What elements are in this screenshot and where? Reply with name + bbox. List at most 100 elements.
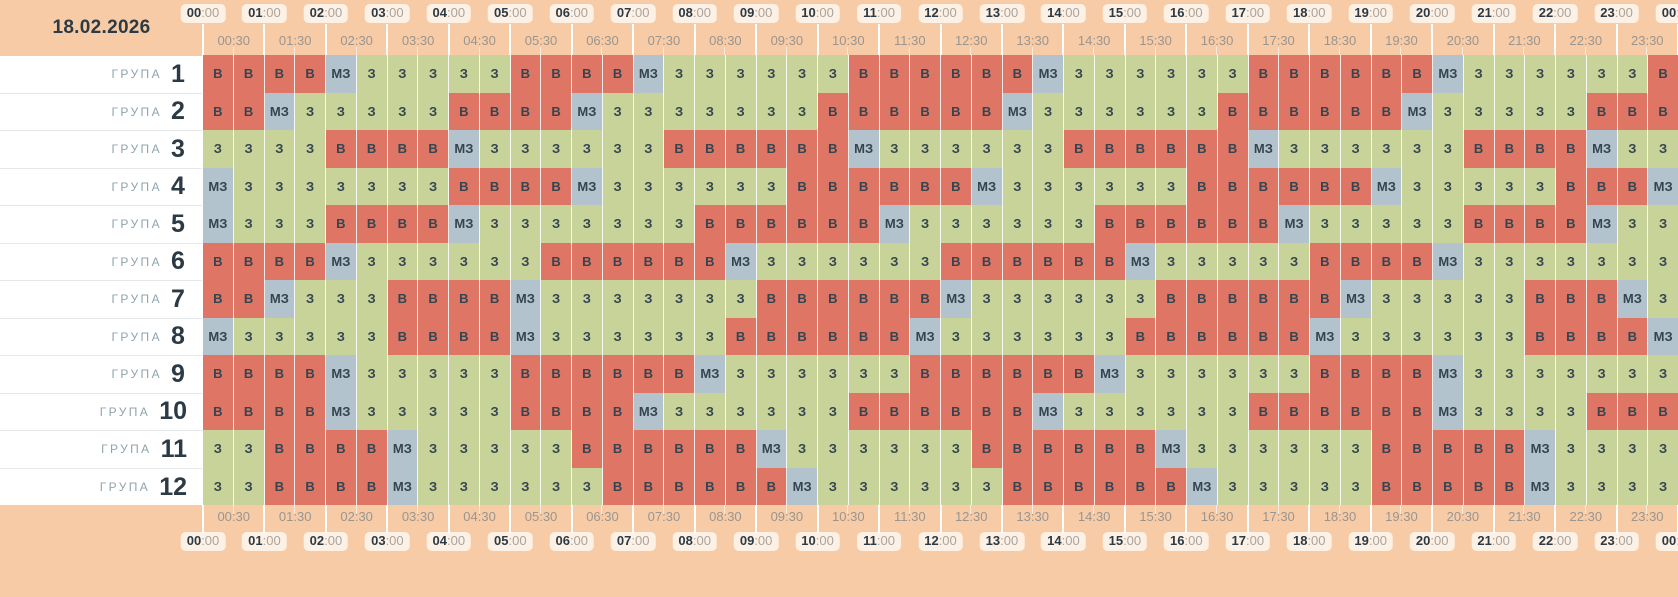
schedule-cell[interactable]: З [1279,355,1310,393]
schedule-cell[interactable]: З [1340,205,1372,243]
schedule-cell[interactable]: МЗ [326,392,357,430]
schedule-cell[interactable]: В [910,55,941,93]
group-row-label[interactable]: ГРУПА 6 [0,243,203,281]
schedule-cell[interactable]: З [1586,430,1618,468]
schedule-cell[interactable]: В [1094,130,1126,168]
schedule-cell[interactable]: В [356,430,388,468]
schedule-cell[interactable]: В [1402,355,1433,393]
schedule-cell[interactable]: З [1556,392,1587,430]
schedule-cell[interactable]: З [1617,55,1649,93]
schedule-cell[interactable]: В [326,467,357,505]
schedule-cell[interactable]: В [1217,280,1249,318]
schedule-cell[interactable]: З [541,317,572,355]
schedule-cell[interactable]: З [941,317,972,355]
schedule-cell[interactable]: З [1433,317,1464,355]
schedule-cell[interactable]: В [1463,205,1495,243]
schedule-cell[interactable]: З [1556,242,1587,280]
schedule-cell[interactable]: В [295,55,326,93]
schedule-cell[interactable]: З [356,242,388,280]
schedule-cell[interactable]: З [787,430,818,468]
schedule-cell[interactable]: З [479,130,511,168]
schedule-cell[interactable]: З [1310,205,1341,243]
schedule-cell[interactable]: З [1371,317,1403,355]
schedule-cell[interactable]: З [1002,130,1034,168]
schedule-cell[interactable]: В [264,55,296,93]
schedule-cell[interactable]: З [1525,242,1556,280]
schedule-cell[interactable]: МЗ [1617,280,1649,318]
schedule-cell[interactable]: В [1064,355,1095,393]
schedule-cell[interactable]: В [971,92,1003,130]
schedule-cell[interactable]: З [1279,242,1310,280]
schedule-cell[interactable]: З [356,392,388,430]
schedule-cell[interactable]: З [387,55,419,93]
schedule-cell[interactable]: З [725,355,757,393]
schedule-cell[interactable]: В [818,130,849,168]
schedule-cell[interactable]: З [295,280,326,318]
schedule-cell[interactable]: В [449,167,480,205]
schedule-cell[interactable]: З [1094,317,1126,355]
schedule-cell[interactable]: З [449,430,480,468]
schedule-cell[interactable]: МЗ [449,130,480,168]
schedule-cell[interactable]: З [1033,205,1064,243]
schedule-cell[interactable]: З [1187,242,1218,280]
schedule-cell[interactable]: В [295,355,326,393]
schedule-cell[interactable]: З [1156,355,1187,393]
schedule-cell[interactable]: МЗ [787,467,818,505]
schedule-cell[interactable]: В [1217,205,1249,243]
schedule-cell[interactable]: В [756,205,788,243]
schedule-cell[interactable]: З [664,280,695,318]
schedule-cell[interactable]: В [1002,467,1034,505]
schedule-cell[interactable]: В [695,467,726,505]
schedule-cell[interactable]: В [479,317,511,355]
schedule-cell[interactable]: МЗ [633,55,665,93]
schedule-cell[interactable]: З [1279,130,1310,168]
schedule-cell[interactable]: В [1094,467,1126,505]
schedule-cell[interactable]: З [1064,92,1095,130]
schedule-cell[interactable]: З [356,167,388,205]
schedule-cell[interactable]: З [1494,55,1526,93]
schedule-cell[interactable]: МЗ [1648,167,1678,205]
schedule-cell[interactable]: В [879,280,911,318]
schedule-cell[interactable]: З [1156,242,1187,280]
schedule-cell[interactable]: В [203,242,234,280]
schedule-cell[interactable]: В [1494,467,1526,505]
schedule-cell[interactable]: В [633,355,665,393]
schedule-cell[interactable]: З [418,55,449,93]
schedule-cell[interactable]: В [1125,130,1157,168]
schedule-cell[interactable]: З [418,467,449,505]
schedule-cell[interactable]: В [818,92,849,130]
schedule-cell[interactable]: В [233,392,265,430]
schedule-cell[interactable]: В [203,392,234,430]
schedule-cell[interactable]: З [1094,55,1126,93]
schedule-cell[interactable]: З [1064,392,1095,430]
schedule-cell[interactable]: МЗ [1094,355,1126,393]
schedule-cell[interactable]: З [1494,317,1526,355]
schedule-cell[interactable]: З [1525,355,1556,393]
schedule-cell[interactable]: В [848,392,880,430]
schedule-cell[interactable]: МЗ [510,280,542,318]
schedule-cell[interactable]: З [1187,392,1218,430]
schedule-cell[interactable]: В [818,205,849,243]
schedule-cell[interactable]: З [1586,355,1618,393]
schedule-cell[interactable]: В [1586,392,1618,430]
schedule-cell[interactable]: В [326,205,357,243]
schedule-cell[interactable]: В [633,242,665,280]
schedule-cell[interactable]: З [633,130,665,168]
schedule-cell[interactable]: В [1371,55,1403,93]
schedule-cell[interactable]: В [1340,392,1372,430]
schedule-cell[interactable]: З [1402,167,1433,205]
schedule-cell[interactable]: В [326,130,357,168]
schedule-cell[interactable]: В [602,430,634,468]
schedule-cell[interactable]: З [541,430,572,468]
schedule-cell[interactable]: В [1433,467,1464,505]
group-row-label[interactable]: ГРУПА 4 [0,168,203,206]
schedule-cell[interactable]: МЗ [1340,280,1372,318]
schedule-cell[interactable]: З [602,167,634,205]
schedule-cell[interactable]: В [233,92,265,130]
schedule-cell[interactable]: З [1033,317,1064,355]
schedule-cell[interactable]: В [1187,205,1218,243]
schedule-cell[interactable]: З [602,280,634,318]
schedule-cell[interactable]: В [510,92,542,130]
schedule-cell[interactable]: МЗ [1033,55,1064,93]
schedule-cell[interactable]: В [295,242,326,280]
